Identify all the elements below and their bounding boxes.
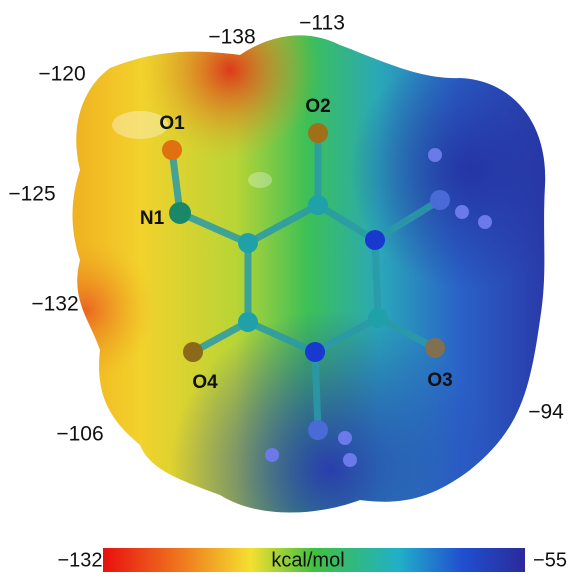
potential-value: −120 [38, 63, 85, 86]
atom-label: N1 [140, 208, 165, 229]
atom-label: O3 [427, 370, 452, 391]
colorbar-min: −132 [57, 549, 102, 571]
potential-value: −106 [56, 423, 103, 446]
colorbar-max: −55 [533, 549, 567, 571]
potential-value: −113 [299, 12, 345, 35]
atom-label: O4 [192, 372, 218, 393]
colorbar: −132 kcal/mol −55 [57, 548, 567, 572]
potential-value: −125 [8, 183, 55, 206]
colorbar-unit: kcal/mol [271, 549, 344, 571]
potential-value: −138 [208, 26, 255, 49]
potential-value: −132 [31, 293, 78, 316]
potential-value: −94 [528, 401, 564, 424]
atom-label: O1 [159, 113, 185, 134]
atom-label: O2 [305, 96, 330, 117]
figure: −120 −138 −113 −125 −132 −106 −94 O1 O2 … [0, 0, 576, 577]
